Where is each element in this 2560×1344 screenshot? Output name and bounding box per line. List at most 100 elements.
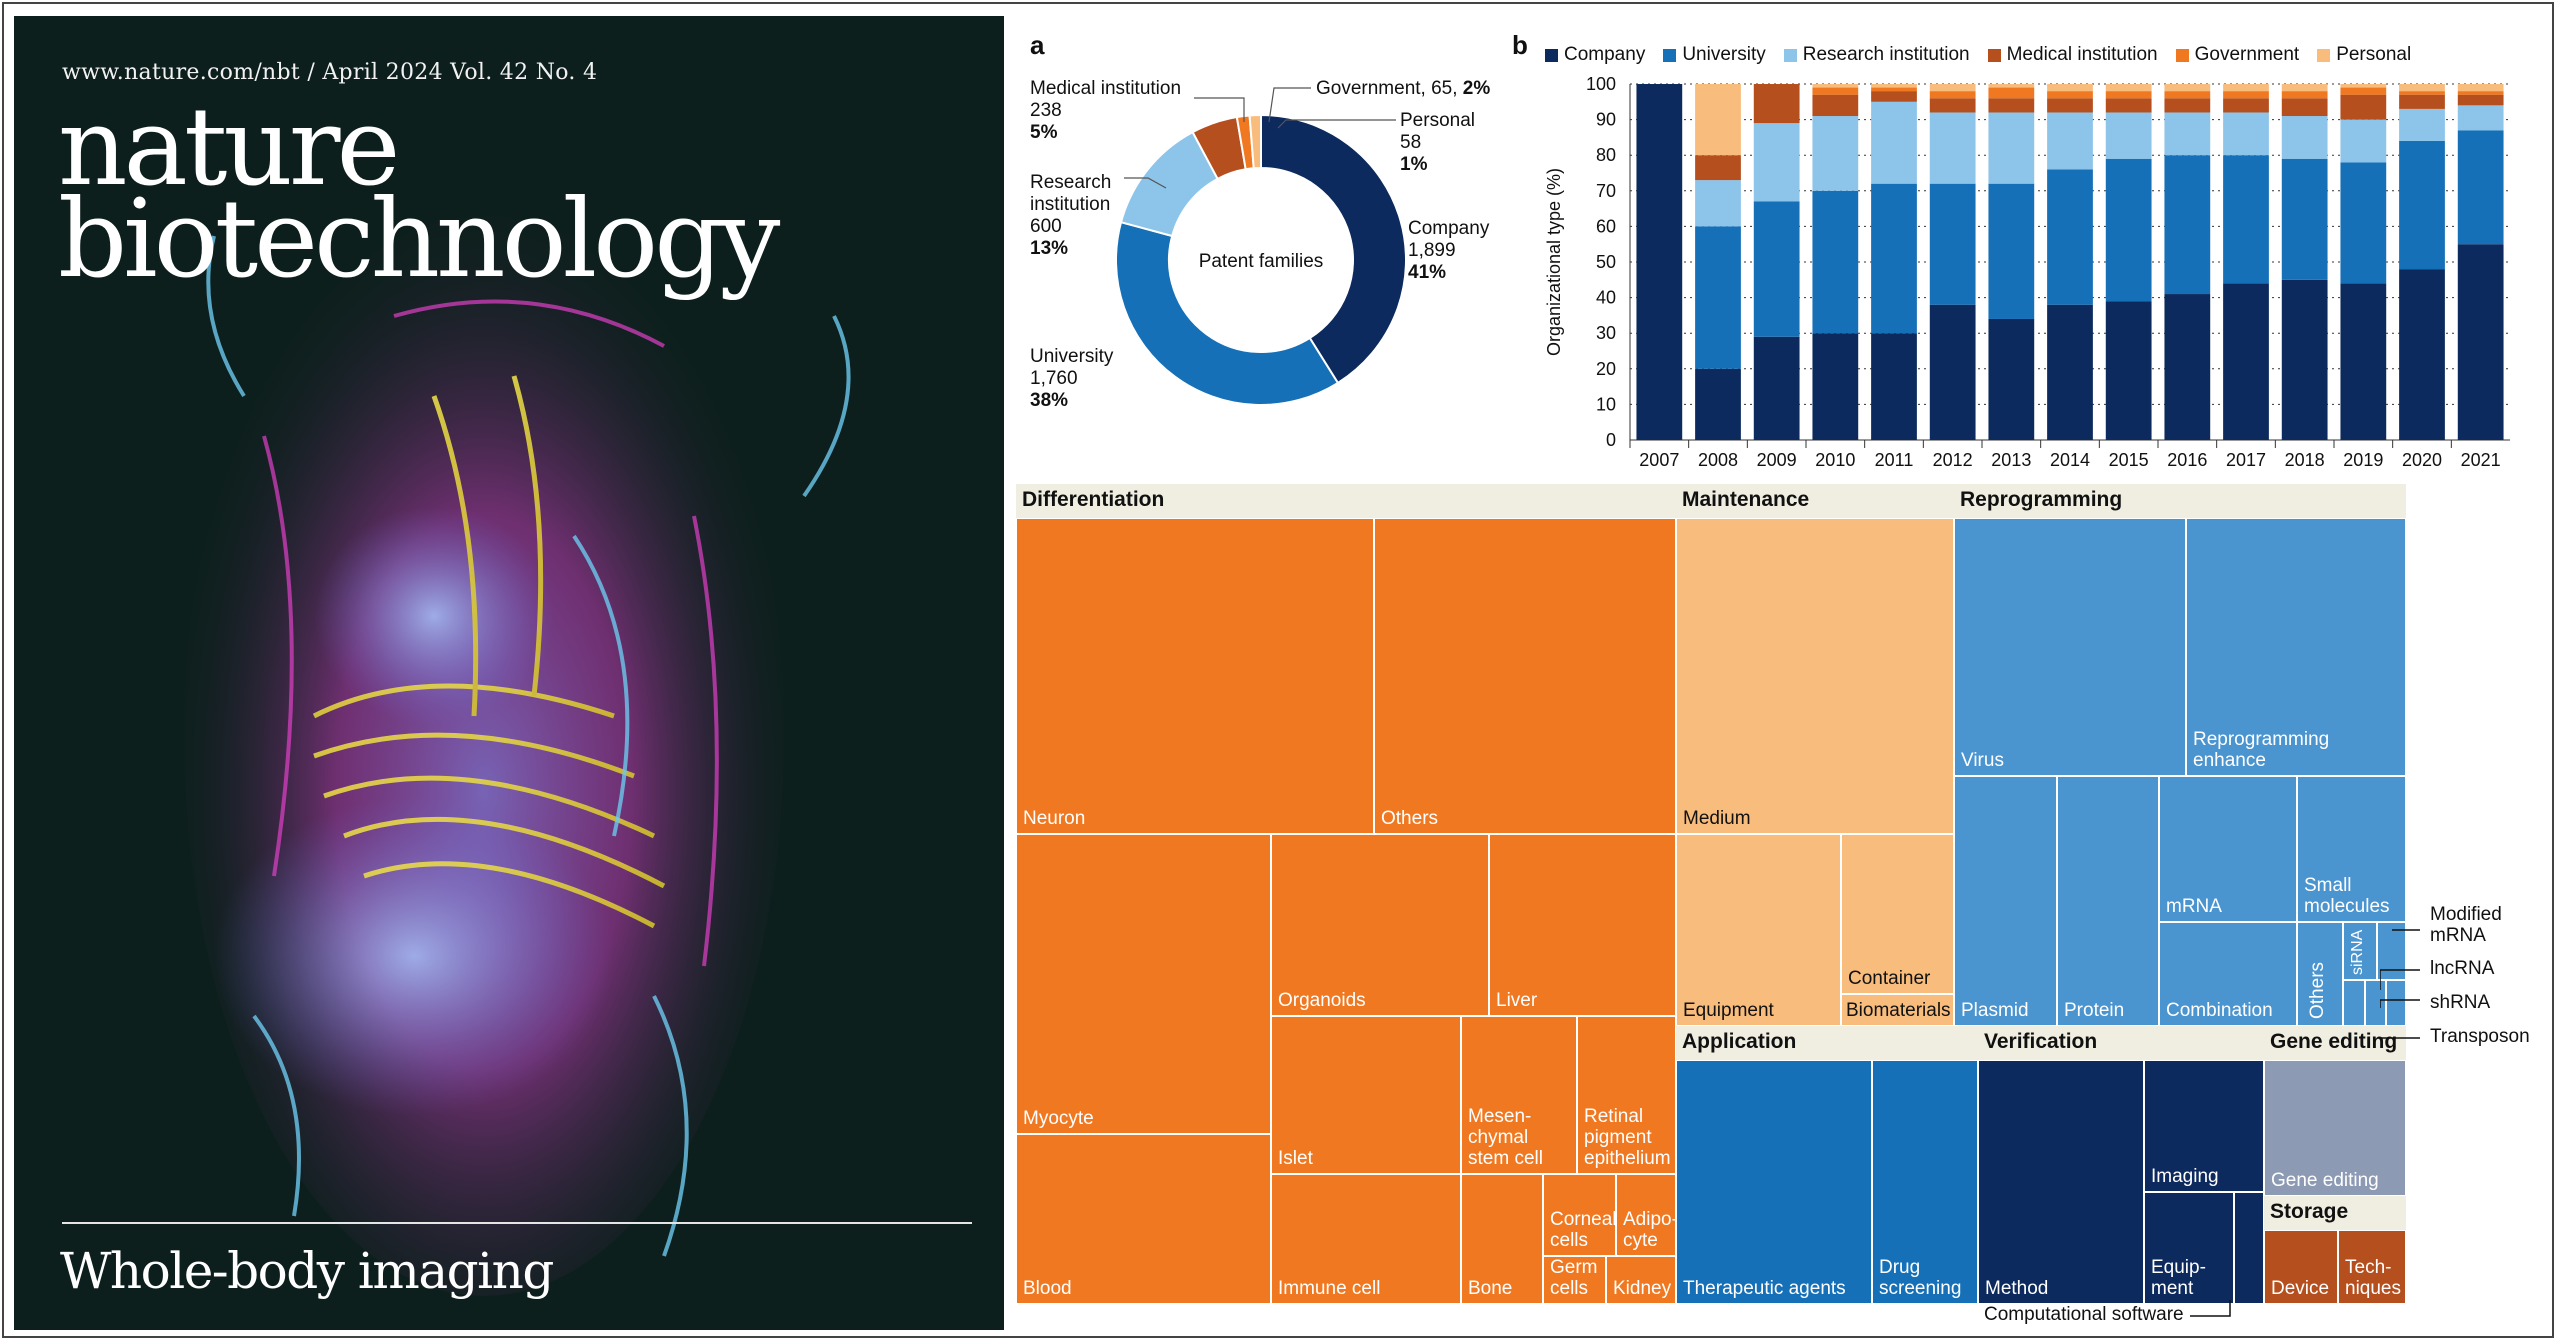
group-header-differentiation: Differentiation	[1016, 484, 1676, 518]
x-tick-label: 2015	[2109, 450, 2149, 470]
label-differentiation-others: Others	[1381, 808, 1439, 829]
panel-b-letter: b	[1512, 30, 1528, 60]
bar-2017-university	[2223, 155, 2269, 284]
bar-2018-personal	[2281, 84, 2328, 92]
cell-islet: Islet	[1271, 1016, 1461, 1174]
y-tick-label: 50	[1596, 252, 1616, 272]
label-adipocyte: Adipo- cyte	[1623, 1209, 1676, 1251]
bar-2016-personal	[2164, 84, 2211, 92]
group-header-verification: Verification	[1978, 1026, 2264, 1060]
legend-label: Government	[2194, 44, 2300, 65]
legend-item-medical-institution: Medical institution	[1987, 44, 2158, 66]
bar-2014-university	[2047, 169, 2093, 305]
x-tick-label: 2013	[1991, 450, 2031, 470]
bar-2017-research-institution	[2223, 112, 2269, 156]
bar-2020-government	[2399, 91, 2445, 95]
cell-mrna: mRNA	[2159, 776, 2297, 922]
label-gene-editing: Gene editing	[2271, 1170, 2379, 1191]
x-tick-label: 2009	[1757, 450, 1797, 470]
cell-shrna	[2365, 980, 2386, 1026]
cell-combination: Combination	[2159, 922, 2297, 1026]
x-tick-label: 2008	[1698, 450, 1738, 470]
cell-blood: Blood	[1016, 1134, 1271, 1304]
cell-reprogramming-enhance: Reprogramming enhance	[2186, 518, 2406, 776]
leader-research	[1124, 177, 1167, 189]
bar-2015-company	[2105, 301, 2152, 440]
bar-2017-government	[2223, 91, 2269, 99]
cell-corneal: Corneal cells	[1543, 1174, 1616, 1256]
donut-label-government: Government, 65, 2%	[1316, 78, 1490, 99]
bar-2021-government	[2457, 91, 2504, 95]
bar-2008-personal	[1695, 84, 1741, 156]
label-immune: Immune cell	[1278, 1278, 1381, 1299]
donut-label-university: University 1,760 38%	[1030, 346, 1114, 411]
label-container: Container	[1848, 968, 1931, 989]
legend-swatch	[2317, 48, 2331, 62]
label-plasmid: Plasmid	[1961, 1000, 2029, 1021]
callout-computational-software: Computational software	[1984, 1304, 2184, 1325]
leader-government	[1268, 87, 1311, 123]
bar-2011-research-institution	[1871, 101, 1917, 184]
bar-2019-medical-institution	[2340, 94, 2387, 120]
bar-2019-government	[2340, 87, 2387, 95]
y-tick-label: 10	[1596, 394, 1616, 414]
y-tick-label: 0	[1606, 430, 1616, 450]
label-method: Method	[1985, 1278, 2049, 1299]
callout-lncrna: lncRNA	[2430, 958, 2495, 979]
cell-bone: Bone	[1461, 1174, 1543, 1304]
treemap: Differentiation Neuron Others Myocyte Bl…	[1016, 484, 2406, 1304]
group-header-reprogramming: Reprogramming	[1954, 484, 2406, 518]
cell-container: Container	[1841, 834, 1954, 994]
bar-2018-university	[2281, 158, 2328, 280]
x-tick-label: 2010	[1815, 450, 1855, 470]
bar-2010-medical-institution	[1812, 94, 1859, 117]
bar-2021-personal	[2457, 84, 2504, 92]
bar-2018-research-institution	[2281, 116, 2328, 159]
label-protein: Protein	[2064, 1000, 2125, 1021]
bar-2017-company	[2223, 283, 2269, 440]
x-tick-label: 2017	[2226, 450, 2266, 470]
cell-immune: Immune cell	[1271, 1174, 1461, 1304]
x-tick-label: 2016	[2167, 450, 2207, 470]
label-combination: Combination	[2166, 1000, 2273, 1021]
bar-2016-company	[2164, 294, 2211, 440]
x-tick-label: 2021	[2461, 450, 2501, 470]
donut-label-research: Research institution 600 13%	[1030, 172, 1111, 259]
label-mrna: mRNA	[2166, 896, 2222, 917]
legend-label: University	[1682, 44, 1766, 65]
bar-2011-government	[1871, 87, 1917, 92]
bar-legend: Company University Research institution Med…	[1545, 44, 2411, 66]
legend-label: Company	[1564, 44, 1646, 65]
bar-2012-medical-institution	[1929, 98, 1976, 113]
cell-adipocyte: Adipo- cyte	[1616, 1174, 1676, 1256]
legend-item-university: University	[1663, 44, 1766, 66]
y-tick-label: 40	[1596, 288, 1616, 308]
cell-myocyte: Myocyte	[1016, 834, 1271, 1134]
legend-item-government: Government	[2175, 44, 2300, 66]
donut-center-label: Patent families	[1199, 251, 1324, 272]
bar-2008-university	[1695, 226, 1741, 369]
bar-2012-research-institution	[1929, 112, 1976, 184]
cell-biomaterials: Biomaterials	[1841, 994, 1954, 1026]
donut-label-personal: Personal 58 1%	[1400, 110, 1475, 175]
legend-label: Personal	[2336, 44, 2412, 65]
label-organoids: Organoids	[1278, 990, 1366, 1011]
cell-germ: Germ cells	[1543, 1256, 1606, 1304]
legend-swatch	[1663, 48, 1677, 62]
bar-2019-university	[2340, 162, 2387, 284]
label-imaging: Imaging	[2151, 1166, 2219, 1187]
cell-method: Method	[1978, 1060, 2144, 1304]
bar-2008-company	[1695, 368, 1741, 440]
x-tick-label: 2018	[2285, 450, 2325, 470]
cell-techniques: Tech- niques	[2338, 1230, 2406, 1304]
bar-2012-company	[1929, 304, 1976, 440]
bar-2015-government	[2105, 91, 2152, 99]
y-axis-label: Organizational type (%)	[1544, 168, 1564, 356]
label-reprogramming-others: Others	[2307, 961, 2328, 1019]
bar-2010-university	[1812, 190, 1859, 334]
donut-label-company: Company 1,899 41%	[1408, 218, 1490, 283]
bar-2013-medical-institution	[1988, 98, 2035, 113]
panel-a-letter: a	[1030, 30, 1045, 60]
bar-2014-company	[2047, 304, 2093, 440]
